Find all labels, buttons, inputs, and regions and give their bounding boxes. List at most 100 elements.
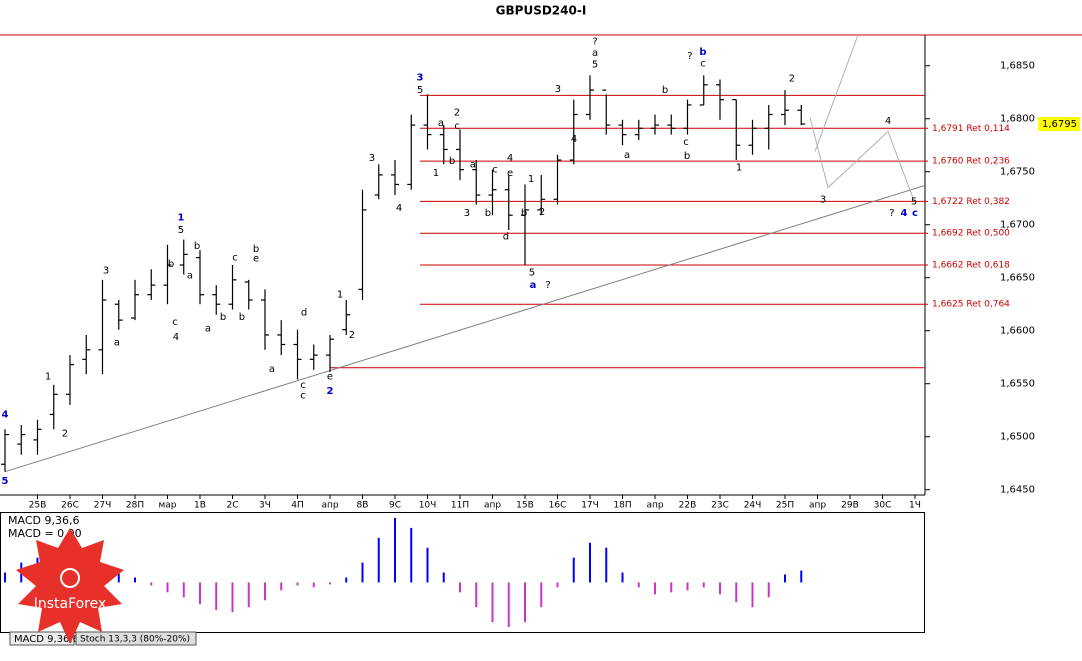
macd-bar bbox=[377, 537, 380, 583]
wave-label: b bbox=[449, 156, 455, 167]
wave-label: 2 bbox=[349, 330, 355, 341]
wave-label: 5 bbox=[417, 85, 423, 96]
wave-label: c bbox=[492, 165, 498, 176]
wave-label: e bbox=[253, 254, 259, 265]
macd-bar bbox=[621, 572, 624, 583]
macd-bar bbox=[475, 582, 478, 608]
macd-bar bbox=[605, 547, 608, 583]
macd-bar bbox=[459, 582, 461, 593]
x-tick-label: 9С bbox=[389, 501, 401, 511]
macd-bar bbox=[686, 582, 689, 591]
x-tick-label: 3Ч bbox=[259, 501, 271, 511]
macd-bar bbox=[182, 582, 185, 598]
wave-label: c bbox=[172, 317, 178, 328]
macd-label: MACD 9,36,6 bbox=[8, 514, 79, 527]
wave-label: 3 bbox=[369, 153, 375, 164]
fib-level-label: 1,6722 Ret 0,382 bbox=[932, 197, 1010, 207]
tab-label[interactable]: MACD 9,36,6 bbox=[14, 634, 79, 645]
x-tick-label: 22В bbox=[679, 501, 697, 511]
tab-label[interactable]: Stoch 13,3,3 (80%-20%) bbox=[80, 635, 190, 645]
fib-level-label: 1,6662 Ret 0,618 bbox=[932, 261, 1010, 271]
macd-bar bbox=[166, 582, 169, 593]
macd-bar bbox=[800, 570, 803, 583]
wave-label: b bbox=[521, 208, 527, 219]
wave-label: b bbox=[684, 151, 690, 162]
tab[interactable] bbox=[75, 631, 197, 646]
x-tick-label: 28П bbox=[126, 501, 144, 511]
x-tick-label: 24Ч bbox=[744, 501, 762, 511]
wave-label: 2 bbox=[454, 107, 460, 118]
macd-bar bbox=[637, 582, 640, 588]
y-tick-label: 1,6750 bbox=[1000, 167, 1035, 178]
wave-label: a bbox=[205, 324, 211, 335]
wave-label: 2 bbox=[62, 429, 68, 440]
macd-bar bbox=[589, 542, 591, 583]
wave-label: c bbox=[700, 59, 706, 70]
tab[interactable] bbox=[9, 631, 75, 646]
wave-label: 4 bbox=[173, 332, 179, 343]
macd-bar bbox=[117, 572, 120, 583]
fib-level-label: 1,6692 Ret 0,500 bbox=[932, 229, 1010, 239]
macd-bar bbox=[329, 582, 331, 585]
macd-bar bbox=[702, 582, 705, 588]
x-tick-label: 18П bbox=[613, 501, 631, 511]
y-tick-label: 1,6800 bbox=[1000, 114, 1035, 125]
macd-bar bbox=[150, 582, 153, 586]
wave-label: a bbox=[530, 280, 537, 291]
macd-bar bbox=[296, 582, 299, 586]
wave-label: b bbox=[485, 208, 491, 219]
wave-label: 3 bbox=[464, 208, 470, 219]
macd-bar bbox=[426, 547, 429, 583]
wave-label: 4 bbox=[885, 116, 891, 127]
wave-label: 1 bbox=[337, 290, 343, 301]
logo-text: InstaForex bbox=[34, 596, 107, 612]
wave-label: 4 bbox=[571, 134, 577, 145]
wave-label: ? bbox=[889, 208, 894, 219]
wave-label: 1 bbox=[433, 168, 439, 179]
macd-bar bbox=[215, 582, 218, 611]
wave-label: 5 bbox=[178, 225, 184, 236]
wave-label: ? bbox=[545, 280, 550, 291]
y-tick-label: 1,6500 bbox=[1000, 432, 1035, 443]
y-tick-label: 1,6650 bbox=[1000, 273, 1035, 284]
wave-label: a bbox=[592, 48, 598, 59]
fib-level-label: 1,6760 Ret 0,236 bbox=[932, 157, 1010, 167]
macd-bar bbox=[394, 517, 396, 583]
current-price-label: 1,6795 bbox=[1042, 119, 1077, 130]
macd-bar bbox=[572, 557, 575, 583]
wave-label: 3 bbox=[555, 84, 561, 95]
logo: InstaForex bbox=[16, 528, 124, 644]
x-tick-label: 25В bbox=[29, 501, 47, 511]
wave-label: c bbox=[912, 208, 918, 219]
x-tick-label: апр bbox=[646, 501, 663, 511]
wave-label: c bbox=[300, 390, 306, 401]
wave-label: a bbox=[438, 118, 444, 129]
wave-label: 2 bbox=[789, 73, 795, 84]
macd-bar bbox=[719, 582, 721, 595]
fib-level-label: 1,6791 Ret 0,114 bbox=[932, 124, 1010, 134]
wave-label: c bbox=[683, 137, 689, 148]
wave-label: 3 bbox=[103, 265, 109, 276]
macd-bar bbox=[751, 582, 754, 608]
wave-label: 5 bbox=[2, 476, 9, 487]
x-tick-label: апр bbox=[321, 501, 338, 511]
macd-bar bbox=[231, 582, 234, 613]
x-tick-label: 30С bbox=[874, 501, 892, 511]
wave-label: 1 bbox=[736, 162, 742, 173]
macd-panel bbox=[0, 512, 925, 633]
wave-label: b bbox=[662, 85, 668, 96]
wave-label: b bbox=[253, 244, 259, 255]
macd-bar bbox=[361, 562, 364, 583]
x-tick-label: 25П bbox=[776, 501, 794, 511]
macd-bar bbox=[507, 582, 510, 628]
wave-label: 4 bbox=[900, 208, 907, 219]
wave-label: b bbox=[220, 312, 226, 323]
macd-bar bbox=[540, 582, 543, 608]
wave-label: a bbox=[470, 159, 476, 170]
macd-bar bbox=[312, 582, 315, 588]
forecast-path bbox=[814, 34, 859, 152]
wave-label: e bbox=[507, 168, 513, 179]
chart-title: GBPUSD240-I bbox=[496, 4, 587, 18]
